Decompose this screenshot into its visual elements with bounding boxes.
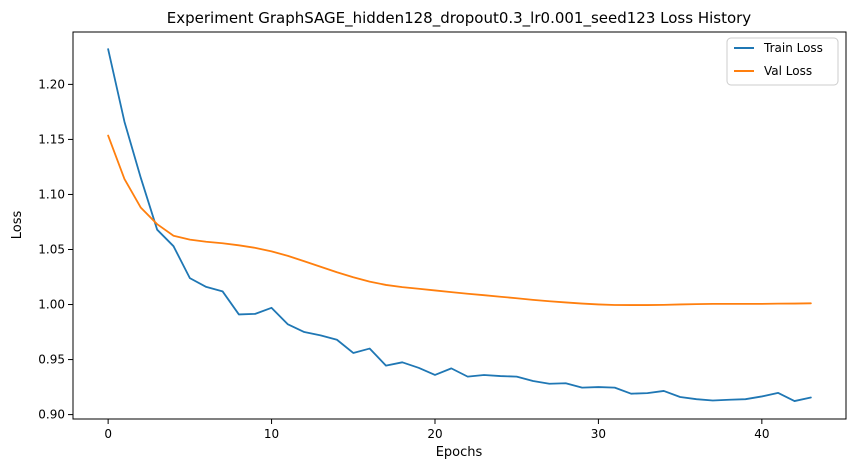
x-axis-label: Epochs [436,445,483,460]
axes-frame [72,31,847,420]
y-tick-label: 1.15 [38,132,65,146]
x-tick-label: 10 [264,427,279,441]
y-tick-label: 1.05 [38,242,65,256]
y-axis-label: Loss [10,211,25,240]
x-tick-label: 0 [104,427,112,441]
y-tick-label: 0.95 [38,353,65,367]
legend-box [726,37,839,86]
x-tick-label: 20 [427,427,442,441]
y-tick-label: 1.10 [38,187,65,201]
series-line-val-loss [107,134,812,306]
x-axis-ticks: 0 10 20 30 40 [104,419,769,441]
x-tick-label: 40 [754,427,769,441]
y-tick-label: 1.20 [38,77,65,91]
x-tick-label: 30 [591,427,606,441]
plot-area [72,31,847,420]
series-layer [107,48,812,402]
y-tick-label: 0.90 [38,408,65,422]
legend-label-train-loss: Train Loss [763,41,823,55]
chart-title: Experiment GraphSAGE_hidden128_dropout0.… [167,9,752,28]
y-axis-ticks: 0.90 0.95 1.00 1.05 1.10 1.15 1.20 [38,77,73,422]
y-tick-label: 1.00 [38,298,65,312]
series-line-train-loss [107,48,812,402]
legend-label-val-loss: Val Loss [764,64,812,78]
legend: Train Loss Val Loss [726,37,839,86]
